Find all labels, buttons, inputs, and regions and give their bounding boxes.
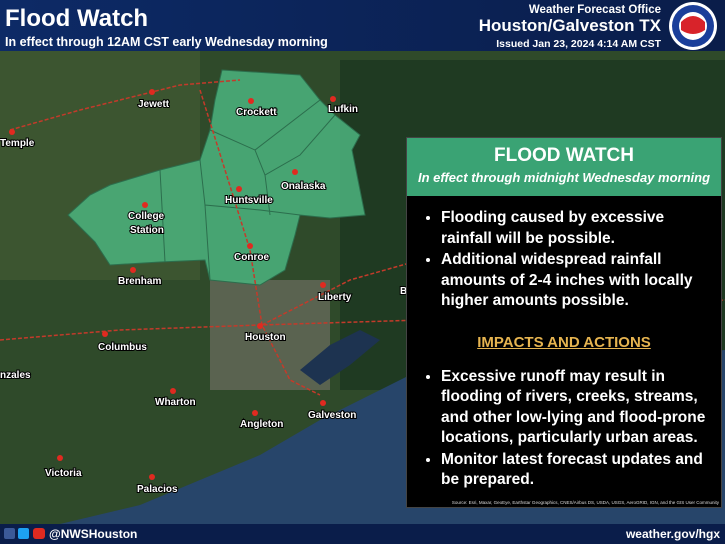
bullet: Additional widespread rainfall amounts o… xyxy=(441,250,709,312)
city-label: Brenham xyxy=(118,276,161,287)
action: Monitor latest forecast updates and be p… xyxy=(441,450,709,491)
city-label: Onalaska xyxy=(281,181,326,192)
city-dot xyxy=(102,331,108,337)
url: weather.gov/hgx xyxy=(625,527,720,541)
city-dots xyxy=(9,89,336,480)
panel-title: FLOOD WATCH xyxy=(493,145,634,166)
city-dot xyxy=(149,89,155,95)
city-label: Temple xyxy=(0,138,35,149)
office: Weather Forecast Office xyxy=(529,4,661,16)
action: Excessive runoff may result in flooding … xyxy=(441,367,709,449)
nws-logo xyxy=(669,2,717,50)
city-dot xyxy=(248,98,254,104)
footer-bar xyxy=(0,524,725,544)
city-dot xyxy=(142,202,148,208)
city-dot xyxy=(257,323,263,329)
impacts-heading: IMPACTS AND ACTIONS xyxy=(477,333,651,351)
county-lines xyxy=(159,99,336,281)
youtube-icon xyxy=(33,528,45,539)
city-dot xyxy=(330,96,336,102)
city-label: Victoria xyxy=(45,468,82,479)
info-panel: FLOOD WATCH In effect through midnight W… xyxy=(406,137,722,508)
city-label: Wharton xyxy=(155,397,196,408)
city-label: Crockett xyxy=(236,107,277,118)
city-dot xyxy=(320,400,326,406)
city-label: Columbus xyxy=(98,342,147,353)
facebook-icon xyxy=(4,528,15,539)
subtitle: In effect through 12AM CST early Wednesd… xyxy=(5,35,328,49)
city-dot xyxy=(9,129,15,135)
title: Flood Watch xyxy=(5,5,148,32)
city-label: College xyxy=(128,211,165,222)
panel-header: FLOOD WATCH In effect through midnight W… xyxy=(407,138,721,196)
header-bar xyxy=(0,0,725,51)
twitter-icon xyxy=(18,528,29,539)
city-label: Station xyxy=(130,225,164,236)
panel-subtitle: In effect through midnight Wednesday mor… xyxy=(417,170,711,185)
city-label: Galveston xyxy=(308,410,356,421)
city-label: Lufkin xyxy=(328,104,358,115)
city-label: Palacios xyxy=(137,484,178,495)
city-dot xyxy=(236,186,242,192)
city-label: Houston xyxy=(245,332,286,343)
city-label: Conroe xyxy=(234,252,269,263)
city-label: B xyxy=(400,286,407,297)
city-label: nzales xyxy=(0,370,31,381)
city-dot xyxy=(57,455,63,461)
city-label: Huntsville xyxy=(225,195,273,206)
city-label: Jewett xyxy=(138,99,170,110)
bullets: Flooding caused by excessive rainfall wi… xyxy=(407,208,721,312)
bay xyxy=(300,330,380,385)
bullet: Flooding caused by excessive rainfall wi… xyxy=(441,208,709,249)
city-dot xyxy=(149,474,155,480)
city-dot xyxy=(292,169,298,175)
city-label: Liberty xyxy=(318,292,352,303)
city-dot xyxy=(170,388,176,394)
city-dot xyxy=(130,267,136,273)
source: Source: Esri, Maxar, GeoEye, Earthstar G… xyxy=(451,500,719,505)
handle: @NWSHouston xyxy=(49,527,137,541)
city-dot xyxy=(252,410,258,416)
location: Houston/Galveston TX xyxy=(479,16,662,35)
actions: Excessive runoff may result in flooding … xyxy=(407,367,721,491)
city-dot xyxy=(320,282,326,288)
issued: Issued Jan 23, 2024 4:14 AM CST xyxy=(496,38,661,50)
city-dot xyxy=(247,243,253,249)
city-label: Angleton xyxy=(240,419,283,430)
